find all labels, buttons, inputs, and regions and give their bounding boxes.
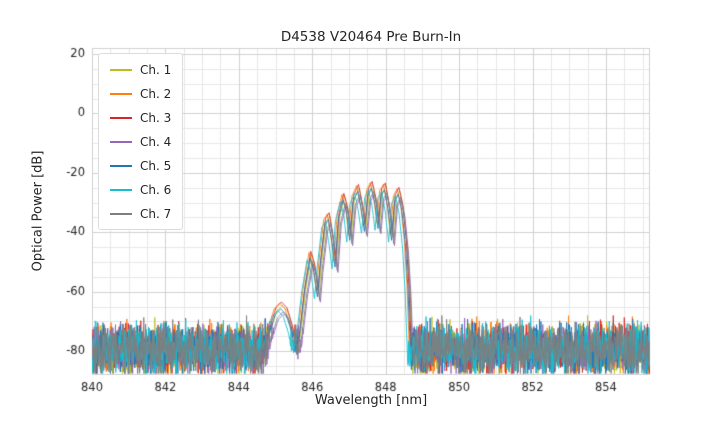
legend-line-swatch — [110, 164, 132, 167]
x-axis-label: Wavelength [nm] — [314, 393, 428, 408]
legend-line-swatch — [110, 140, 132, 143]
legend-label: Ch. 7 — [140, 206, 172, 221]
legend-line-swatch — [110, 116, 132, 119]
legend: Ch. 1 Ch. 2 Ch. 3 Ch. 4 Ch. 5 Ch. 6 Ch. 7 — [98, 53, 184, 230]
legend-item: Ch. 6 — [110, 181, 171, 198]
legend-label: Ch. 4 — [140, 134, 172, 149]
legend-line-swatch — [110, 188, 132, 191]
legend-label: Ch. 5 — [140, 158, 172, 173]
y-axis-label: Optical Power [dB] — [30, 150, 46, 272]
legend-item: Ch. 3 — [110, 109, 171, 126]
legend-item: Ch. 5 — [110, 157, 171, 174]
legend-label: Ch. 3 — [140, 110, 172, 125]
legend-line-swatch — [110, 92, 132, 95]
legend-item: Ch. 2 — [110, 85, 171, 102]
chart-title: D4538 V20464 Pre Burn-In — [280, 29, 462, 45]
legend-label: Ch. 2 — [140, 86, 172, 101]
legend-label: Ch. 1 — [140, 62, 172, 77]
legend-line-swatch — [110, 68, 132, 71]
legend-item: Ch. 4 — [110, 133, 171, 150]
legend-item: Ch. 7 — [110, 205, 171, 222]
legend-line-swatch — [110, 212, 132, 215]
legend-label: Ch. 6 — [140, 182, 172, 197]
legend-item: Ch. 1 — [110, 61, 171, 78]
